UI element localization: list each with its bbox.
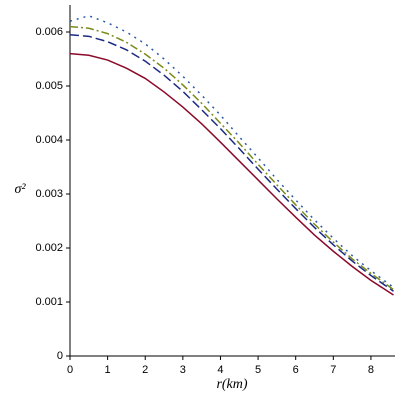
x-tick-label: 3: [180, 364, 186, 376]
x-tick-label: 1: [105, 364, 111, 376]
x-axis-label: r(km): [216, 377, 247, 392]
x-tick-label: 5: [255, 364, 261, 376]
y-tick-label: 0.004: [35, 134, 63, 146]
y-tick-label: 0: [57, 350, 63, 362]
series-line: [69, 33, 394, 292]
x-tick-label: 8: [368, 364, 374, 376]
y-tick-label: 0.006: [35, 26, 63, 38]
y-tick-label: 0.005: [35, 80, 63, 92]
y-tick-label: 0.001: [35, 296, 63, 308]
y-axis-label: σ²: [14, 182, 26, 197]
x-tick-label: 7: [330, 364, 336, 376]
series-line: [69, 52, 394, 296]
x-tick-label: 4: [217, 364, 223, 376]
y-tick-label: 0.003: [35, 188, 63, 200]
series-line: [69, 15, 394, 289]
x-tick-label: 6: [293, 364, 299, 376]
y-tick-label: 0.002: [35, 242, 63, 254]
x-tick-label: 2: [142, 364, 148, 376]
x-tick-label: 0: [67, 364, 73, 376]
series-line: [69, 25, 394, 291]
